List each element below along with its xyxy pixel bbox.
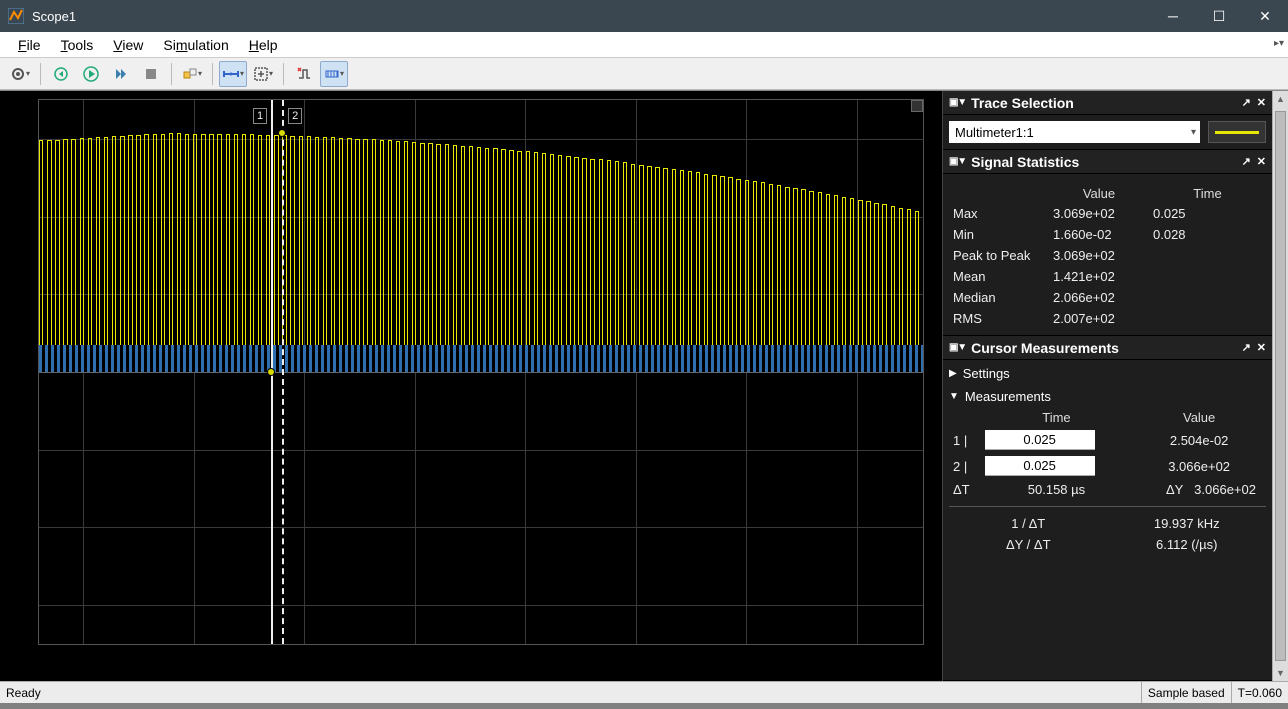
x-tick-label: 0.0255 (396, 644, 433, 645)
menu-expand-icon[interactable]: ▸▾ (1274, 38, 1284, 49)
panel-close-button[interactable]: ✕ (1257, 341, 1266, 354)
cursor-measurements-panel: ▣ ▼ Cursor Measurements ↗ ✕ ▶Settings ▼M… (943, 336, 1272, 681)
trace-selection-panel: ▣ ▼ Trace Selection ↗ ✕ Multimeter1:1 ▾ (943, 91, 1272, 150)
scroll-thumb[interactable] (1275, 111, 1286, 661)
table-row: Min1.660e-020.028 (949, 224, 1266, 245)
menu-view[interactable]: View (103, 32, 153, 57)
measurements-button[interactable]: ▾ (320, 61, 348, 87)
zoom-fit-button[interactable]: ▾ (249, 61, 277, 87)
panel-undock-button[interactable]: ↗ (1242, 341, 1251, 354)
status-time: T=0.060 (1231, 682, 1288, 703)
run-button[interactable] (77, 61, 105, 87)
highlight-button[interactable]: ▾ (178, 61, 206, 87)
menu-simulation[interactable]: Simulation (153, 32, 238, 57)
x-tick-label: 0.0265 (617, 644, 654, 645)
zoom-x-button[interactable]: ▾ (219, 61, 247, 87)
scope-plot[interactable]: -300-200-10001002003000.0240.02450.0250.… (0, 91, 942, 681)
stats-header-value: Value (1049, 184, 1149, 203)
step-forward-button[interactable] (107, 61, 135, 87)
x-tick-label: 0.026 (510, 644, 540, 645)
table-row: ΔT 50.158 µs ΔY 3.066e+02 (949, 479, 1266, 500)
panel-close-button[interactable]: ✕ (1257, 155, 1266, 168)
blue-trace (39, 345, 923, 372)
settings-button[interactable]: ▾ (6, 61, 34, 87)
x-tick-label: 0.0245 (175, 644, 212, 645)
table-row: Mean1.421e+02 (949, 266, 1266, 287)
cursor-measurements-table: TimeValue 1 | 0.025 2.504e-02 2 | 0.025 … (949, 408, 1266, 500)
cursor-marker (278, 129, 286, 137)
x-tick-label: 0.027 (731, 644, 761, 645)
menu-file[interactable]: File (8, 32, 51, 57)
table-row: Median2.066e+02 (949, 287, 1266, 308)
yellow-trace (39, 100, 923, 644)
menu-bar: File Tools View Simulation Help ▸▾ (0, 32, 1288, 58)
cursor-1-badge[interactable]: 1 (253, 108, 267, 124)
panel-drag-icon[interactable]: ▣ ▼ (949, 156, 965, 167)
table-row: RMS2.007e+02 (949, 308, 1266, 329)
panel-close-button[interactable]: ✕ (1257, 96, 1266, 109)
toolbar: ▾ ▾ ▾ ▾ ▾ (0, 58, 1288, 90)
cursor-2-badge[interactable]: 2 (288, 108, 302, 124)
menu-tools[interactable]: Tools (51, 32, 104, 57)
side-scrollbar[interactable]: ▲ ▼ (1272, 91, 1288, 681)
trace-select-value: Multimeter1:1 (955, 125, 1034, 140)
table-row: 2 | 0.025 3.066e+02 (949, 453, 1266, 479)
menu-help[interactable]: Help (239, 32, 288, 57)
scroll-up-icon[interactable]: ▲ (1273, 91, 1288, 107)
x-tick-label: 0.025 (289, 644, 319, 645)
trace-color-swatch (1208, 121, 1266, 143)
resize-strip (0, 703, 1288, 709)
side-panels: ▣ ▼ Trace Selection ↗ ✕ Multimeter1:1 ▾ (942, 91, 1272, 681)
window-title: Scope1 (32, 9, 76, 24)
x-tick-label: 0.0275 (838, 644, 875, 645)
trace-selection-title: Trace Selection (971, 95, 1235, 111)
trace-select-dropdown[interactable]: Multimeter1:1 ▾ (949, 121, 1200, 143)
signal-statistics-panel: ▣ ▼ Signal Statistics ↗ ✕ ValueTime Max3… (943, 150, 1272, 336)
step-back-button[interactable] (47, 61, 75, 87)
cursor-measurements-toggle[interactable]: ▼Measurements (949, 385, 1266, 408)
cursor2-time-input[interactable]: 0.025 (985, 456, 1095, 476)
cursor-measurements-title: Cursor Measurements (971, 340, 1235, 356)
signal-statistics-title: Signal Statistics (971, 154, 1235, 170)
signal-statistics-table: ValueTime Max3.069e+020.025Min1.660e-020… (949, 184, 1266, 329)
status-text: Ready (0, 686, 47, 700)
table-row: 1 | 0.025 2.504e-02 (949, 427, 1266, 453)
cursor-marker (267, 368, 275, 376)
window-minimize-button[interactable]: ─ (1150, 0, 1196, 32)
panel-drag-icon[interactable]: ▣ ▼ (949, 97, 965, 108)
stats-header-time: Time (1149, 184, 1266, 203)
cursor1-time-input[interactable]: 0.025 (985, 430, 1095, 450)
panel-undock-button[interactable]: ↗ (1242, 155, 1251, 168)
stop-button[interactable] (137, 61, 165, 87)
window-titlebar: Scope1 ─ ☐ ✕ (0, 0, 1288, 32)
cursor-settings-toggle[interactable]: ▶Settings (949, 362, 1266, 385)
panel-drag-icon[interactable]: ▣ ▼ (949, 342, 965, 353)
status-mode: Sample based (1141, 682, 1231, 703)
chevron-down-icon: ▾ (1191, 127, 1196, 138)
scroll-down-icon[interactable]: ▼ (1273, 665, 1288, 681)
panel-undock-button[interactable]: ↗ (1242, 96, 1251, 109)
window-close-button[interactable]: ✕ (1242, 0, 1288, 32)
cursor-2-line[interactable] (282, 100, 284, 644)
plot-legend-toggle-icon[interactable] (911, 100, 923, 112)
app-logo-icon (8, 8, 24, 24)
x-tick-label: 0.024 (68, 644, 98, 645)
triggers-button[interactable] (290, 61, 318, 87)
table-row: ΔY / ΔT6.112 (/µs) (949, 534, 1266, 555)
status-bar: Ready Sample based T=0.060 (0, 681, 1288, 703)
window-maximize-button[interactable]: ☐ (1196, 0, 1242, 32)
table-row: 1 / ΔT19.937 kHz (949, 513, 1266, 534)
table-row: Peak to Peak3.069e+02 (949, 245, 1266, 266)
table-row: Max3.069e+020.025 (949, 203, 1266, 224)
